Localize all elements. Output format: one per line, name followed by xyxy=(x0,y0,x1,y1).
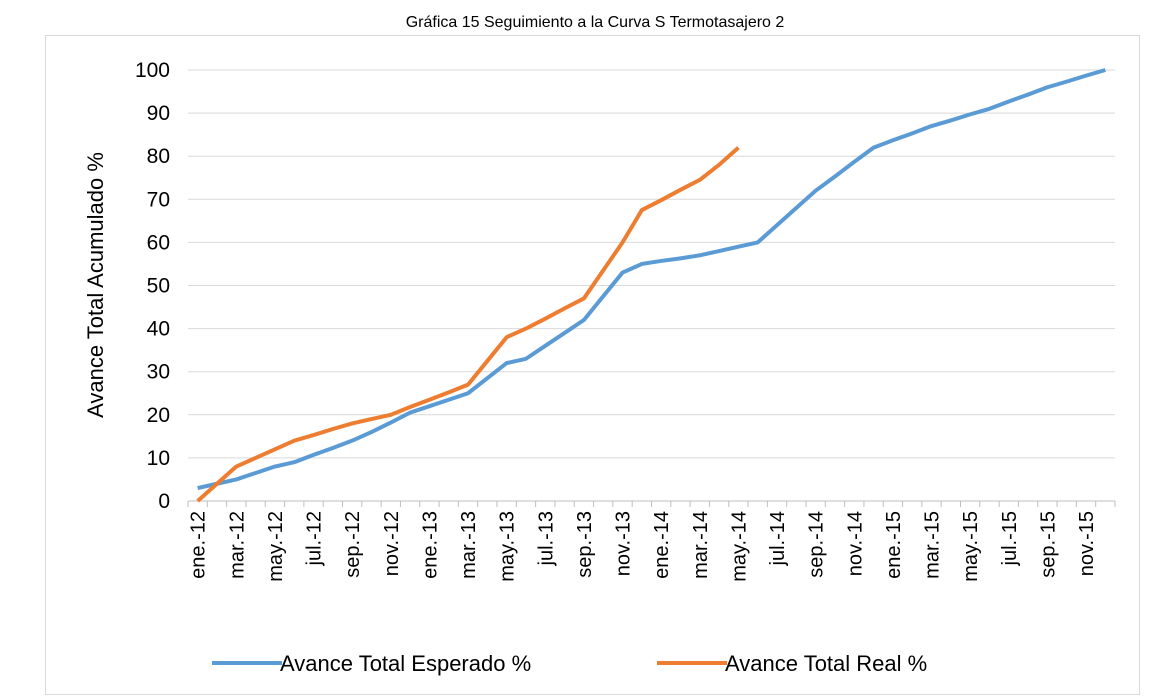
y-tick-label: 40 xyxy=(147,318,170,341)
x-tick-label: ene.-15 xyxy=(883,511,905,579)
x-tick-label: may.-15 xyxy=(960,511,982,582)
x-tick-label: jul.-12 xyxy=(304,511,326,566)
legend-label: Avance Total Esperado % xyxy=(280,651,531,676)
x-tick-label: may.-13 xyxy=(497,511,519,582)
x-tick-label: sep.-13 xyxy=(574,511,596,578)
x-tick-label: ene.-14 xyxy=(651,511,673,579)
x-tick-label: nov.-12 xyxy=(381,511,403,576)
x-tick-label: sep.-14 xyxy=(806,511,828,578)
x-tick-label: jul.-13 xyxy=(535,511,557,566)
x-tick-label: may.-14 xyxy=(728,511,750,582)
x-tick-label: nov.-14 xyxy=(844,511,866,576)
x-tick-label: ene.-13 xyxy=(419,511,441,579)
x-tick-label: jul.-14 xyxy=(767,511,789,566)
x-tick-label: mar.-13 xyxy=(458,511,480,579)
y-tick-label: 50 xyxy=(147,275,170,298)
x-tick-label: sep.-12 xyxy=(342,511,364,578)
series-line xyxy=(196,146,740,503)
y-tick-label: 10 xyxy=(147,447,170,470)
y-tick-label: 70 xyxy=(147,188,170,211)
x-tick-label: sep.-15 xyxy=(1037,511,1059,578)
x-tick-label: ene.-12 xyxy=(188,511,210,579)
x-tick-label: may.-12 xyxy=(265,511,287,582)
y-tick-label: 90 xyxy=(147,102,170,125)
y-tick-label: 80 xyxy=(147,145,170,168)
x-tick-label: mar.-12 xyxy=(226,511,248,579)
series-line xyxy=(197,68,1106,491)
chart-title: Gráfica 15 Seguimiento a la Curva S Term… xyxy=(406,14,785,31)
y-axis-label: Avance Total Acumulado % xyxy=(83,152,108,418)
x-tick-label: nov.-13 xyxy=(613,511,635,576)
y-tick-label: 30 xyxy=(147,361,170,384)
y-tick-label: 100 xyxy=(135,59,170,82)
legend-label: Avance Total Real % xyxy=(725,651,927,676)
y-tick-label: 60 xyxy=(147,231,170,254)
chart-frame xyxy=(45,35,1140,695)
x-tick-label: mar.-15 xyxy=(922,511,944,579)
x-tick-label: mar.-14 xyxy=(690,511,712,579)
x-tick-label: nov.-15 xyxy=(1076,511,1098,576)
x-tick-label: jul.-15 xyxy=(999,511,1021,566)
y-tick-label: 20 xyxy=(147,404,170,427)
y-tick-label: 0 xyxy=(158,490,170,513)
